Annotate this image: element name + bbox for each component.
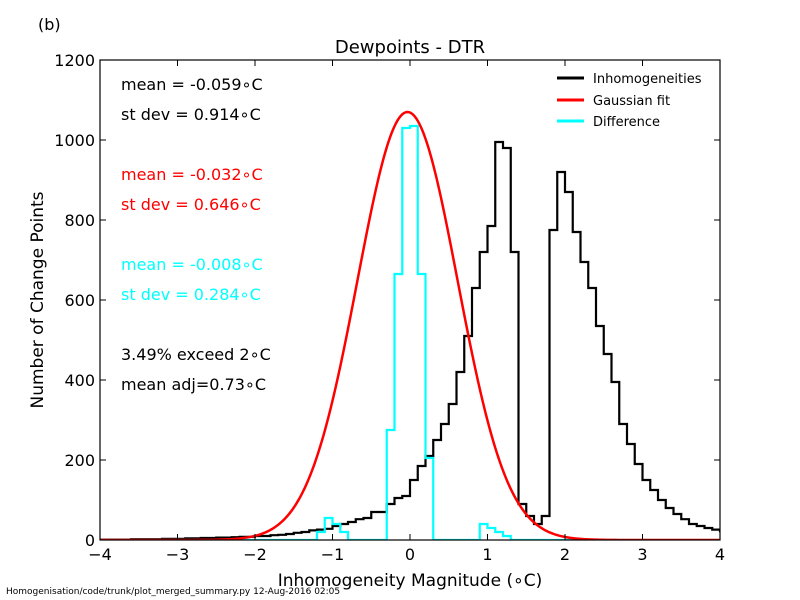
y-tick-label: 200 bbox=[64, 451, 95, 470]
y-axis-label: Number of Change Points bbox=[28, 191, 48, 408]
x-axis-label: Inhomogeneity Magnitude (∘C) bbox=[278, 571, 543, 591]
panel-label: (b) bbox=[38, 15, 61, 34]
y-tick-label: 800 bbox=[64, 211, 95, 230]
annotation-text: st dev = 0.646∘C bbox=[121, 195, 261, 214]
x-tick-label: 1 bbox=[482, 545, 492, 564]
annotation-text: 3.49% exceed 2∘C bbox=[121, 345, 271, 364]
x-tick-label: −4 bbox=[88, 545, 112, 564]
series-difference-line bbox=[100, 124, 720, 540]
legend-label: Difference bbox=[593, 115, 660, 130]
annotation-text: mean = -0.008∘C bbox=[121, 255, 263, 274]
x-tick-label: 0 bbox=[405, 545, 415, 564]
x-tick-label: 3 bbox=[637, 545, 647, 564]
annotation-text: mean = -0.032∘C bbox=[121, 165, 263, 184]
annotation-text: mean = -0.059∘C bbox=[121, 75, 263, 94]
legend-label: Gaussian fit bbox=[593, 94, 670, 109]
annotation-text: mean adj=0.73∘C bbox=[121, 375, 266, 394]
legend-label: Inhomogeneities bbox=[593, 72, 702, 87]
x-tick-label: −2 bbox=[243, 545, 267, 564]
y-tick-label: 0 bbox=[85, 531, 95, 550]
annotation-text: st dev = 0.284∘C bbox=[121, 285, 261, 304]
annotation-text: st dev = 0.914∘C bbox=[121, 105, 261, 124]
y-tick-label: 400 bbox=[64, 371, 95, 390]
footer-text: Homogenisation/code/trunk/plot_merged_su… bbox=[6, 587, 340, 597]
y-tick-label: 1000 bbox=[54, 131, 95, 150]
x-tick-label: 2 bbox=[560, 545, 570, 564]
x-tick-label: 4 bbox=[715, 545, 725, 564]
y-tick-label: 1200 bbox=[54, 51, 95, 70]
x-tick-label: −3 bbox=[166, 545, 190, 564]
chart-title: Dewpoints - DTR bbox=[335, 37, 485, 58]
series-inhomogeneities-line bbox=[100, 140, 720, 540]
y-tick-label: 600 bbox=[64, 291, 95, 310]
x-tick-label: −1 bbox=[321, 545, 345, 564]
